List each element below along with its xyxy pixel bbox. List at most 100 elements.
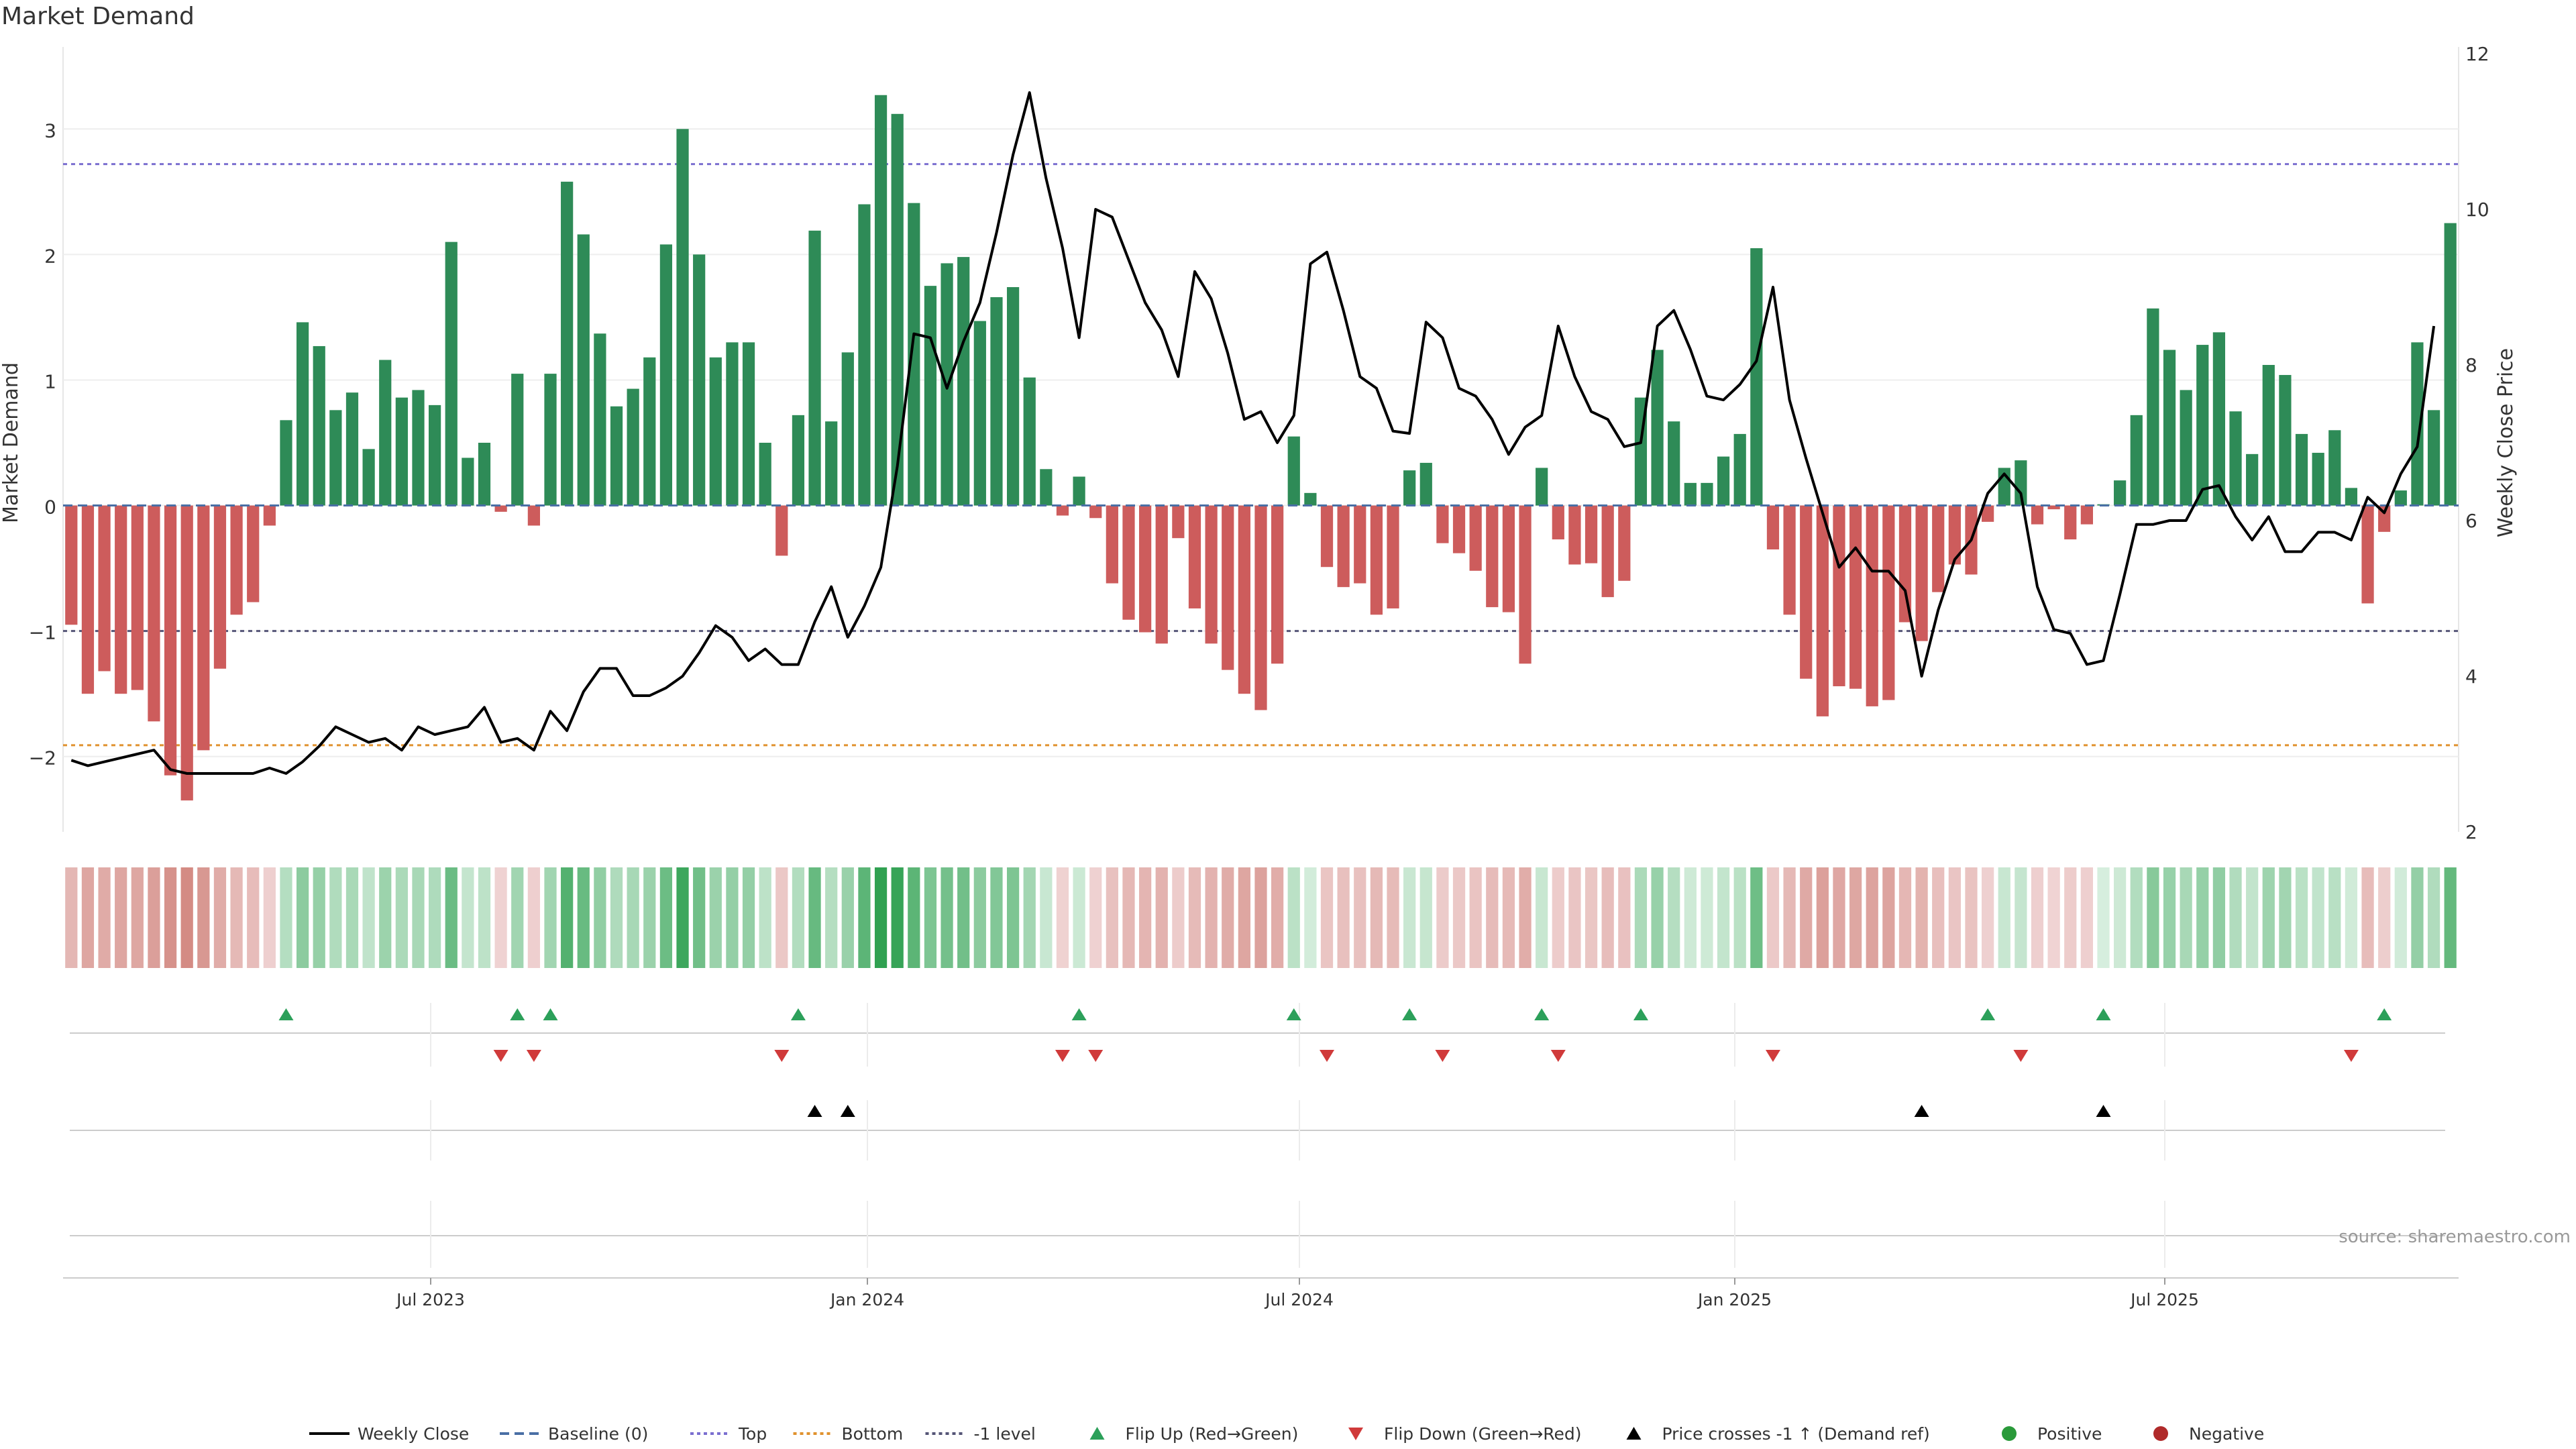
price-cross-marker [840, 1105, 855, 1117]
heat-strip-cell [1056, 867, 1069, 968]
demand-bar [412, 390, 425, 506]
heat-strip-cell [808, 867, 821, 968]
heat-strip-cell [1502, 867, 1515, 968]
demand-bar [1486, 505, 1499, 608]
flip-up-marker [510, 1008, 525, 1020]
demand-bar [643, 357, 656, 506]
heat-strip-cell [1618, 867, 1631, 968]
heat-strip-cell [1486, 867, 1499, 968]
heat-strip-cell [594, 867, 606, 968]
heat-strip-cell [1138, 867, 1152, 968]
heat-strip-cell [759, 867, 771, 968]
demand-bar [2345, 488, 2358, 506]
heat-strip-cell [2279, 867, 2292, 968]
heat-strip-cell [2295, 867, 2308, 968]
demand-bar [1915, 505, 1928, 641]
heat-strip-cell [561, 867, 574, 968]
demand-bar [148, 505, 160, 722]
heat-strip-cell [296, 867, 309, 968]
demand-bar [2312, 452, 2324, 506]
flip-up-marker [1402, 1008, 1417, 1020]
demand-bar [115, 505, 127, 694]
heat-strip-cell [445, 867, 458, 968]
legend-item: Flip Down (Green→Red) [1348, 1424, 1582, 1444]
demand-bar [2130, 415, 2143, 506]
heat-strip-cell [2378, 867, 2391, 968]
heat-strip-cell [1552, 867, 1564, 968]
demand-bar [1106, 505, 1118, 584]
flip-up-marker [1286, 1008, 1301, 1020]
demand-bar [1932, 505, 1945, 592]
demand-bar [462, 458, 474, 506]
legend-item: Negative [2153, 1424, 2264, 1444]
demand-bar [247, 505, 260, 602]
heat-strip-cell [329, 867, 342, 968]
demand-bar [1056, 505, 1069, 516]
heat-strip-cell [81, 867, 95, 968]
demand-bar [296, 322, 309, 506]
demand-bar [759, 443, 771, 506]
price-cross-marker [1914, 1105, 1929, 1117]
y-axis-label: Market Demand [0, 362, 23, 523]
heat-strip-cell [527, 867, 540, 968]
flip-up-marker [1980, 1008, 1996, 1020]
heat-strip-cell [197, 867, 210, 968]
heat-strip-cell [1882, 867, 1895, 968]
demand-bar [1287, 436, 1300, 506]
heat-strip-cell [1222, 867, 1234, 968]
heat-strip-cell [1948, 867, 1961, 968]
heat-strip-cell [1915, 867, 1928, 968]
demand-bar [1436, 505, 1449, 543]
heat-strip-cell [2345, 867, 2358, 968]
demand-bar [775, 505, 788, 556]
heat-strip-cell [1800, 867, 1813, 968]
heat-strip-cell [2394, 867, 2407, 968]
heat-strip-cell [1701, 867, 1713, 968]
demand-bar [709, 357, 722, 506]
demand-bar [1419, 462, 1432, 506]
heat-strip-cell [659, 867, 673, 968]
heat-strip-cell [2246, 867, 2259, 968]
demand-bar [957, 257, 970, 506]
flip-down-marker [493, 1050, 508, 1062]
demand-bar [858, 204, 871, 506]
heat-strip-cell [941, 867, 953, 968]
y-tick-label: −1 [29, 622, 56, 644]
heat-strip-cell [1354, 867, 1366, 968]
demand-bar [792, 415, 805, 506]
demand-bar [2295, 433, 2308, 506]
heat-strip-cell [1188, 867, 1201, 968]
heat-strip-cell [115, 867, 127, 968]
legend-label: Flip Down (Green→Red) [1384, 1424, 1582, 1444]
heat-strip-cell [1419, 867, 1432, 968]
demand-bar [1750, 248, 1763, 506]
legend-label: -1 level [974, 1424, 1036, 1444]
x-tick-label: Jan 2025 [1697, 1290, 1772, 1309]
legend-item: Weekly Close [309, 1424, 469, 1444]
legend-label: Price crosses -1 ↑ (Demand ref) [1662, 1424, 1930, 1444]
heat-strip-cell [1849, 867, 1862, 968]
demand-bar [2080, 505, 2093, 525]
heat-strip-cell [2262, 867, 2275, 968]
dot-icon [2002, 1426, 2017, 1441]
heat-strip-cell [2196, 867, 2209, 968]
heat-strip-cell [1601, 867, 1614, 968]
heat-strip-cell [2130, 867, 2143, 968]
heat-strip-cell [1536, 867, 1548, 968]
heat-strip-cell [1932, 867, 1945, 968]
heat-strip-cell [1040, 867, 1053, 968]
heat-strip-cell [1370, 867, 1383, 968]
demand-bar [2328, 430, 2341, 506]
heat-strip-cell [1668, 867, 1680, 968]
legend-item: Flip Up (Red→Green) [1089, 1424, 1298, 1444]
heat-strip-cell [1750, 867, 1763, 968]
demand-bar [676, 129, 689, 506]
demand-bar [1898, 505, 1912, 623]
demand-bar [1849, 505, 1862, 689]
heat-strip-cell [263, 867, 276, 968]
demand-bar [1271, 505, 1284, 664]
demand-bar [610, 406, 623, 506]
heat-strip-cell [462, 867, 474, 968]
heat-strip-cell [2163, 867, 2176, 968]
heat-strip-cell [908, 867, 920, 968]
